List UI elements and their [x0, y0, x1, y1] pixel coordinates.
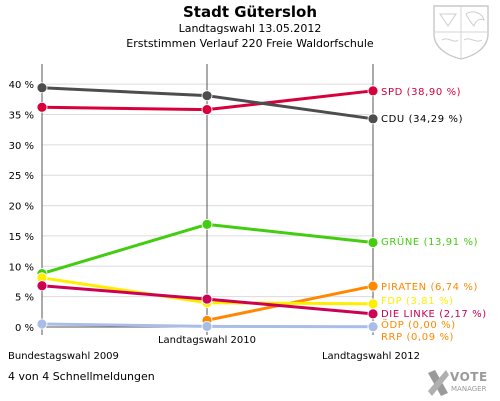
y-axis-ticks: 0 % 5 % 10 % 15 % 20 % 25 % 30 % 35 % 40 %: [9, 80, 34, 334]
y-tick-label: 10 %: [9, 262, 34, 273]
chart-subtitle-2: Erststimmen Verlauf 220 Freie Waldorfsch…: [126, 37, 374, 50]
y-tick-label: 15 %: [9, 232, 34, 243]
ballot-cross-icon: [428, 370, 449, 396]
data-point: [36, 318, 48, 330]
series-points: [36, 82, 379, 333]
series-end-label: PIRATEN (6,74 %): [381, 282, 478, 293]
footer-status: 4 von 4 Schnellmeldungen: [8, 370, 155, 383]
y-tick-label: 0 %: [15, 323, 34, 334]
data-point: [201, 293, 213, 305]
x-tick-label: Landtagswahl 2012: [322, 351, 420, 362]
data-point: [367, 85, 379, 97]
chart-title: Stadt Gütersloh: [182, 3, 317, 21]
series-end-label: GRÜNE (13,91 %): [381, 235, 478, 248]
series-labels: SPD (38,90 %) CDU (34,29 %) GRÜNE (13,91 %…: [381, 87, 487, 343]
x-tick-label: Bundestagswahl 2009: [8, 351, 119, 362]
series-end-label: DIE LINKE (2,17 %): [381, 309, 487, 320]
data-point: [367, 280, 379, 292]
data-point: [201, 320, 213, 332]
coat-of-arms-icon: [433, 5, 489, 60]
series-end-label: CDU (34,29 %): [381, 114, 463, 125]
data-point: [367, 298, 379, 310]
data-point: [201, 218, 213, 230]
data-point: [201, 104, 213, 116]
series-end-label: RRP (0,09 %): [381, 332, 454, 343]
data-point: [367, 308, 379, 320]
brand-word-manager: MANAGER: [451, 385, 487, 393]
data-point: [36, 101, 48, 113]
y-tick-label: 5 %: [15, 293, 34, 304]
data-point: [367, 321, 379, 333]
y-tick-label: 35 %: [9, 111, 34, 122]
series-end-label: SPD (38,90 %): [381, 87, 461, 98]
y-tick-label: 20 %: [9, 202, 34, 213]
series-end-label: ÖDP (0,00 %): [381, 318, 456, 331]
y-tick-label: 40 %: [9, 80, 34, 91]
brand-word-vote: VOTE: [450, 370, 488, 384]
series-end-label: FDP (3,81 %): [381, 296, 454, 307]
data-point: [367, 113, 379, 125]
chart-subtitle: Landtagswahl 13.05.2012: [178, 22, 322, 35]
data-point: [36, 280, 48, 292]
data-point: [36, 82, 48, 94]
y-tick-label: 30 %: [9, 141, 34, 152]
x-axis-ticks: Bundestagswahl 2009 Landtagswahl 2010 Land…: [8, 335, 420, 362]
x-tick-label: Landtagswahl 2010: [158, 335, 256, 346]
data-point: [201, 90, 213, 102]
y-tick-label: 25 %: [9, 171, 34, 182]
vote-manager-logo: VOTE MANAGER: [426, 367, 487, 401]
data-point: [367, 237, 379, 248]
